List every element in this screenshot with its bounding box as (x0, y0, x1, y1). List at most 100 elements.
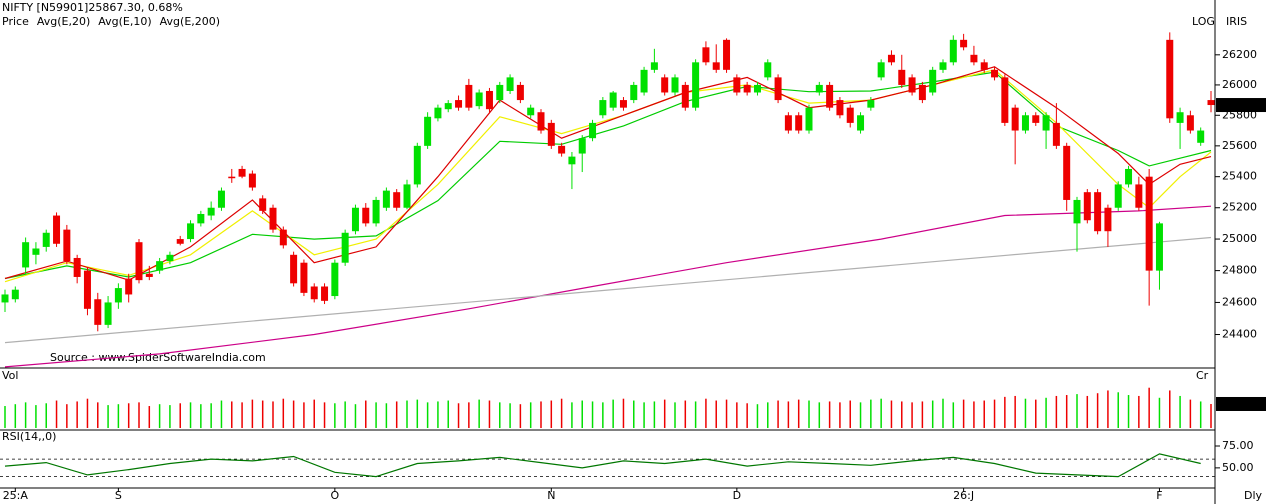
candle-body (300, 262, 308, 293)
candle-body (42, 232, 50, 247)
candle-body (382, 190, 390, 208)
line (4, 205, 1212, 368)
y-tick-label: 26000 (1222, 78, 1257, 91)
y-tick-label: 25600 (1222, 139, 1257, 152)
candle-body (444, 103, 452, 110)
candle-body (1186, 115, 1194, 131)
x-tick-label: D (733, 489, 741, 502)
candle-body (939, 62, 947, 70)
legend-entry: Price (2, 15, 29, 28)
candle-body (362, 207, 370, 224)
y-tick-label: 26200 (1222, 48, 1257, 61)
candle-body (908, 77, 916, 93)
y-tick-label: 25400 (1222, 170, 1257, 183)
y-tick-label: 24600 (1222, 295, 1257, 308)
candle-body (321, 286, 329, 301)
candle-body (661, 77, 669, 93)
candle-body (156, 261, 164, 271)
candle-body (424, 116, 432, 146)
candle-body (1052, 122, 1060, 146)
candle-body (372, 199, 380, 224)
x-tick-label: O (331, 489, 340, 502)
candle-body (279, 229, 287, 246)
candle-body (877, 62, 885, 78)
x-tick-label: F (1156, 489, 1162, 502)
candle-body (589, 122, 597, 139)
candle-body (331, 262, 339, 297)
candle-body (310, 286, 318, 300)
line (4, 66, 1212, 281)
volume-label: Vol (2, 369, 18, 382)
candle-body (1114, 184, 1122, 208)
candle-body (980, 62, 988, 70)
candle-body (351, 207, 359, 232)
candle-body (187, 223, 195, 240)
volume-unit: Cr (1196, 369, 1209, 382)
candle-body (1042, 115, 1050, 131)
candle-body (537, 112, 545, 131)
candle-body (1021, 115, 1029, 131)
candle-body (640, 69, 648, 93)
candle-body (290, 254, 298, 284)
candle-body (32, 248, 40, 255)
candle-body (73, 257, 81, 277)
candle-body (1073, 199, 1081, 224)
candle-body (723, 39, 731, 70)
candle-body (527, 107, 535, 116)
candle-body (815, 84, 823, 93)
y-tick-label: 24800 (1222, 264, 1257, 277)
last-price: 25867.3 (1218, 98, 1264, 111)
candle-body (1207, 100, 1215, 106)
candle-body (949, 39, 957, 63)
candle-body (918, 84, 926, 101)
candle-body (94, 299, 102, 325)
candle-body (650, 62, 658, 70)
candle-body (1166, 39, 1174, 119)
candle-body (506, 77, 514, 91)
corner-label: IRIS (1226, 15, 1247, 28)
candle-body (475, 92, 483, 107)
rsi-tick-label: 50.00 (1222, 461, 1254, 474)
candle-body (970, 54, 978, 63)
candle-body (1063, 145, 1071, 200)
candle-body (1083, 192, 1091, 221)
candle-body (692, 62, 700, 108)
candle-body (836, 100, 844, 116)
candle-body (22, 242, 30, 268)
rsi-tick-label: 75.00 (1222, 439, 1254, 452)
candle-body (795, 115, 803, 131)
candle-body (516, 84, 524, 101)
candle-body (960, 39, 968, 48)
candle-body (166, 254, 174, 262)
candle-body (599, 100, 607, 116)
candle-body (197, 213, 205, 224)
line (4, 236, 1212, 344)
candle-body (1, 294, 9, 303)
x-tick-label: N (547, 489, 555, 502)
candle-body (712, 62, 720, 70)
candle-body (11, 289, 19, 300)
candle-body (774, 77, 782, 101)
candle-body (1001, 77, 1009, 123)
candle-body (114, 288, 122, 303)
candle-body (465, 84, 473, 108)
y-tick-label: 24400 (1222, 328, 1257, 341)
candle-body (238, 168, 246, 177)
candle-body (826, 84, 834, 108)
last-price-box (1216, 98, 1266, 113)
candle-body (1145, 176, 1153, 271)
corner-label: LOG (1192, 15, 1215, 28)
candle-body (558, 145, 566, 154)
candle-body (1104, 207, 1112, 232)
candle-body (269, 207, 277, 230)
candle-body (455, 100, 463, 108)
candle-body (63, 229, 71, 262)
candle-body (784, 115, 792, 131)
candle-body (1032, 115, 1040, 123)
candle-body (630, 84, 638, 101)
candle-body (228, 176, 236, 179)
candle-body (496, 84, 504, 101)
candle-body (547, 122, 555, 146)
candle-body (753, 84, 761, 93)
